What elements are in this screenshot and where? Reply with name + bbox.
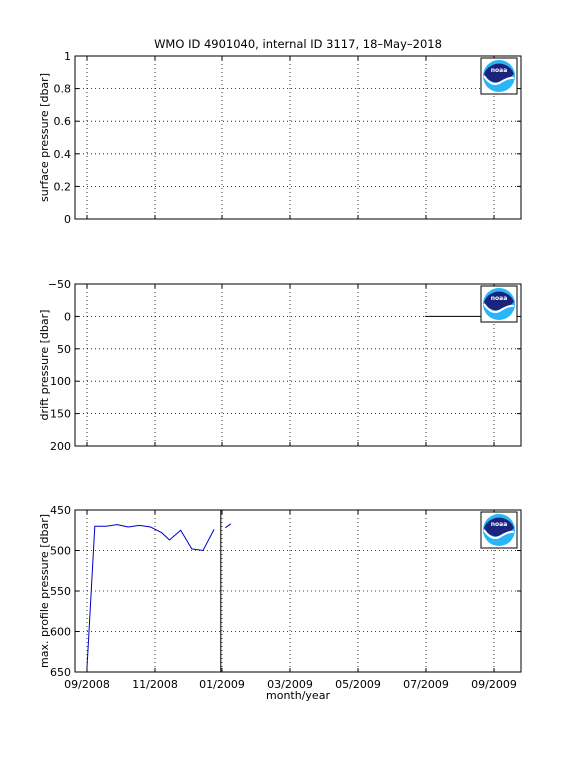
y-tick-label: 550 [50, 585, 71, 598]
noaa-logo-icon: noaa [480, 285, 518, 323]
y-tick-label: 150 [50, 408, 71, 421]
y-tick-label: 500 [50, 545, 71, 558]
y-tick-label: 0.4 [54, 148, 72, 161]
panel-1: 0 0.2 0.4 0.6 0.8 1 surface pressure [dbar] noa… [38, 50, 522, 226]
noaa-logo-icon: noaa [480, 57, 518, 95]
plot-frame [74, 55, 522, 220]
logo-bird [484, 63, 514, 83]
plot-frame [74, 283, 522, 447]
y-axis-label: max. profile pressure [dbar] [38, 514, 51, 668]
y-tick-label: 0.6 [54, 115, 72, 128]
y-axis-label: drift pressure [dbar] [38, 310, 51, 421]
panels: 0 0.2 0.4 0.6 0.8 1 surface pressure [dbar] noa… [38, 50, 522, 691]
x-tick-label: 11/2008 [132, 678, 178, 691]
y-tick-label: 50 [57, 343, 71, 356]
x-tick-label: 05/2009 [335, 678, 381, 691]
logo-wave [483, 303, 515, 313]
x-tick-label: 09/2009 [471, 678, 517, 691]
logo-text: noaa [491, 67, 508, 74]
logo-bird [484, 291, 514, 311]
x-tick-label: 03/2009 [267, 678, 313, 691]
logo-text: noaa [491, 521, 508, 528]
y-tick-label: 450 [50, 504, 71, 517]
y-tick-label: 0.8 [54, 83, 72, 96]
chart-title: WMO ID 4901040, internal ID 3117, 18–May… [154, 37, 442, 51]
x-tick-label: 09/2008 [64, 678, 110, 691]
y-tick-label: 200 [50, 440, 71, 453]
y-tick-label: 0 [64, 310, 71, 323]
y-tick-label: 0.2 [54, 180, 72, 193]
x-axis-label: month/year [266, 689, 330, 702]
y-tick-label: 0 [64, 213, 71, 226]
series-line-2 [225, 523, 232, 529]
y-tick-label: 650 [50, 666, 71, 679]
y-tick-label: −50 [48, 278, 71, 291]
logo-wave [483, 529, 515, 539]
logo-wave [483, 75, 515, 85]
panel-2: −50 0 50 100 150 200 drift pressure [dbar] noaa [38, 278, 522, 453]
x-tick-label: 07/2009 [403, 678, 449, 691]
plot-frame [74, 509, 522, 673]
y-tick-label: 1 [64, 50, 71, 63]
logo-bird [484, 517, 514, 537]
x-tick-label: 01/2009 [199, 678, 245, 691]
y-tick-label: 100 [50, 375, 71, 388]
series-line-1 [86, 524, 215, 669]
logo-text: noaa [491, 295, 508, 302]
y-axis-label: surface pressure [dbar] [38, 73, 51, 202]
y-tick-label: 600 [50, 626, 71, 639]
noaa-logo-icon: noaa [480, 511, 518, 549]
